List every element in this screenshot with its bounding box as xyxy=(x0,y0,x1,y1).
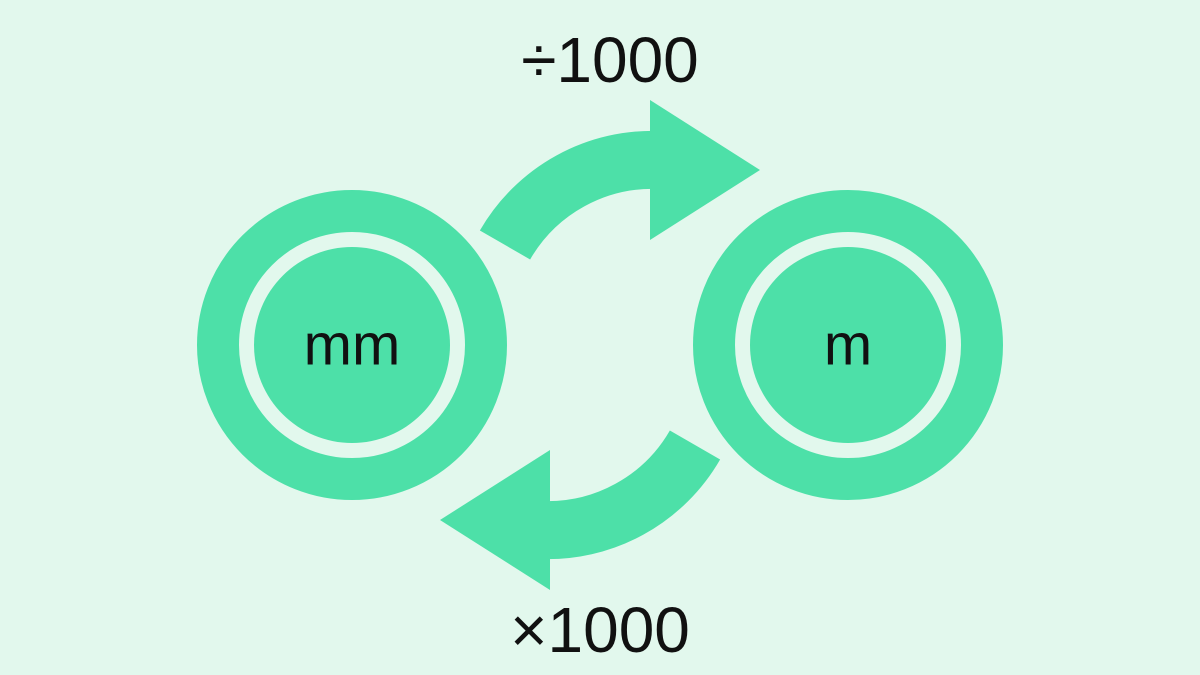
diagram-svg xyxy=(0,0,1200,675)
top-operation-label: ÷1000 xyxy=(521,23,699,97)
background xyxy=(0,0,1200,675)
bottom-operation-label: ×1000 xyxy=(510,593,690,667)
conversion-diagram: ÷1000 ×1000 mm m xyxy=(0,0,1200,675)
right-unit-label: m xyxy=(824,312,872,379)
left-unit-label: mm xyxy=(304,312,401,379)
